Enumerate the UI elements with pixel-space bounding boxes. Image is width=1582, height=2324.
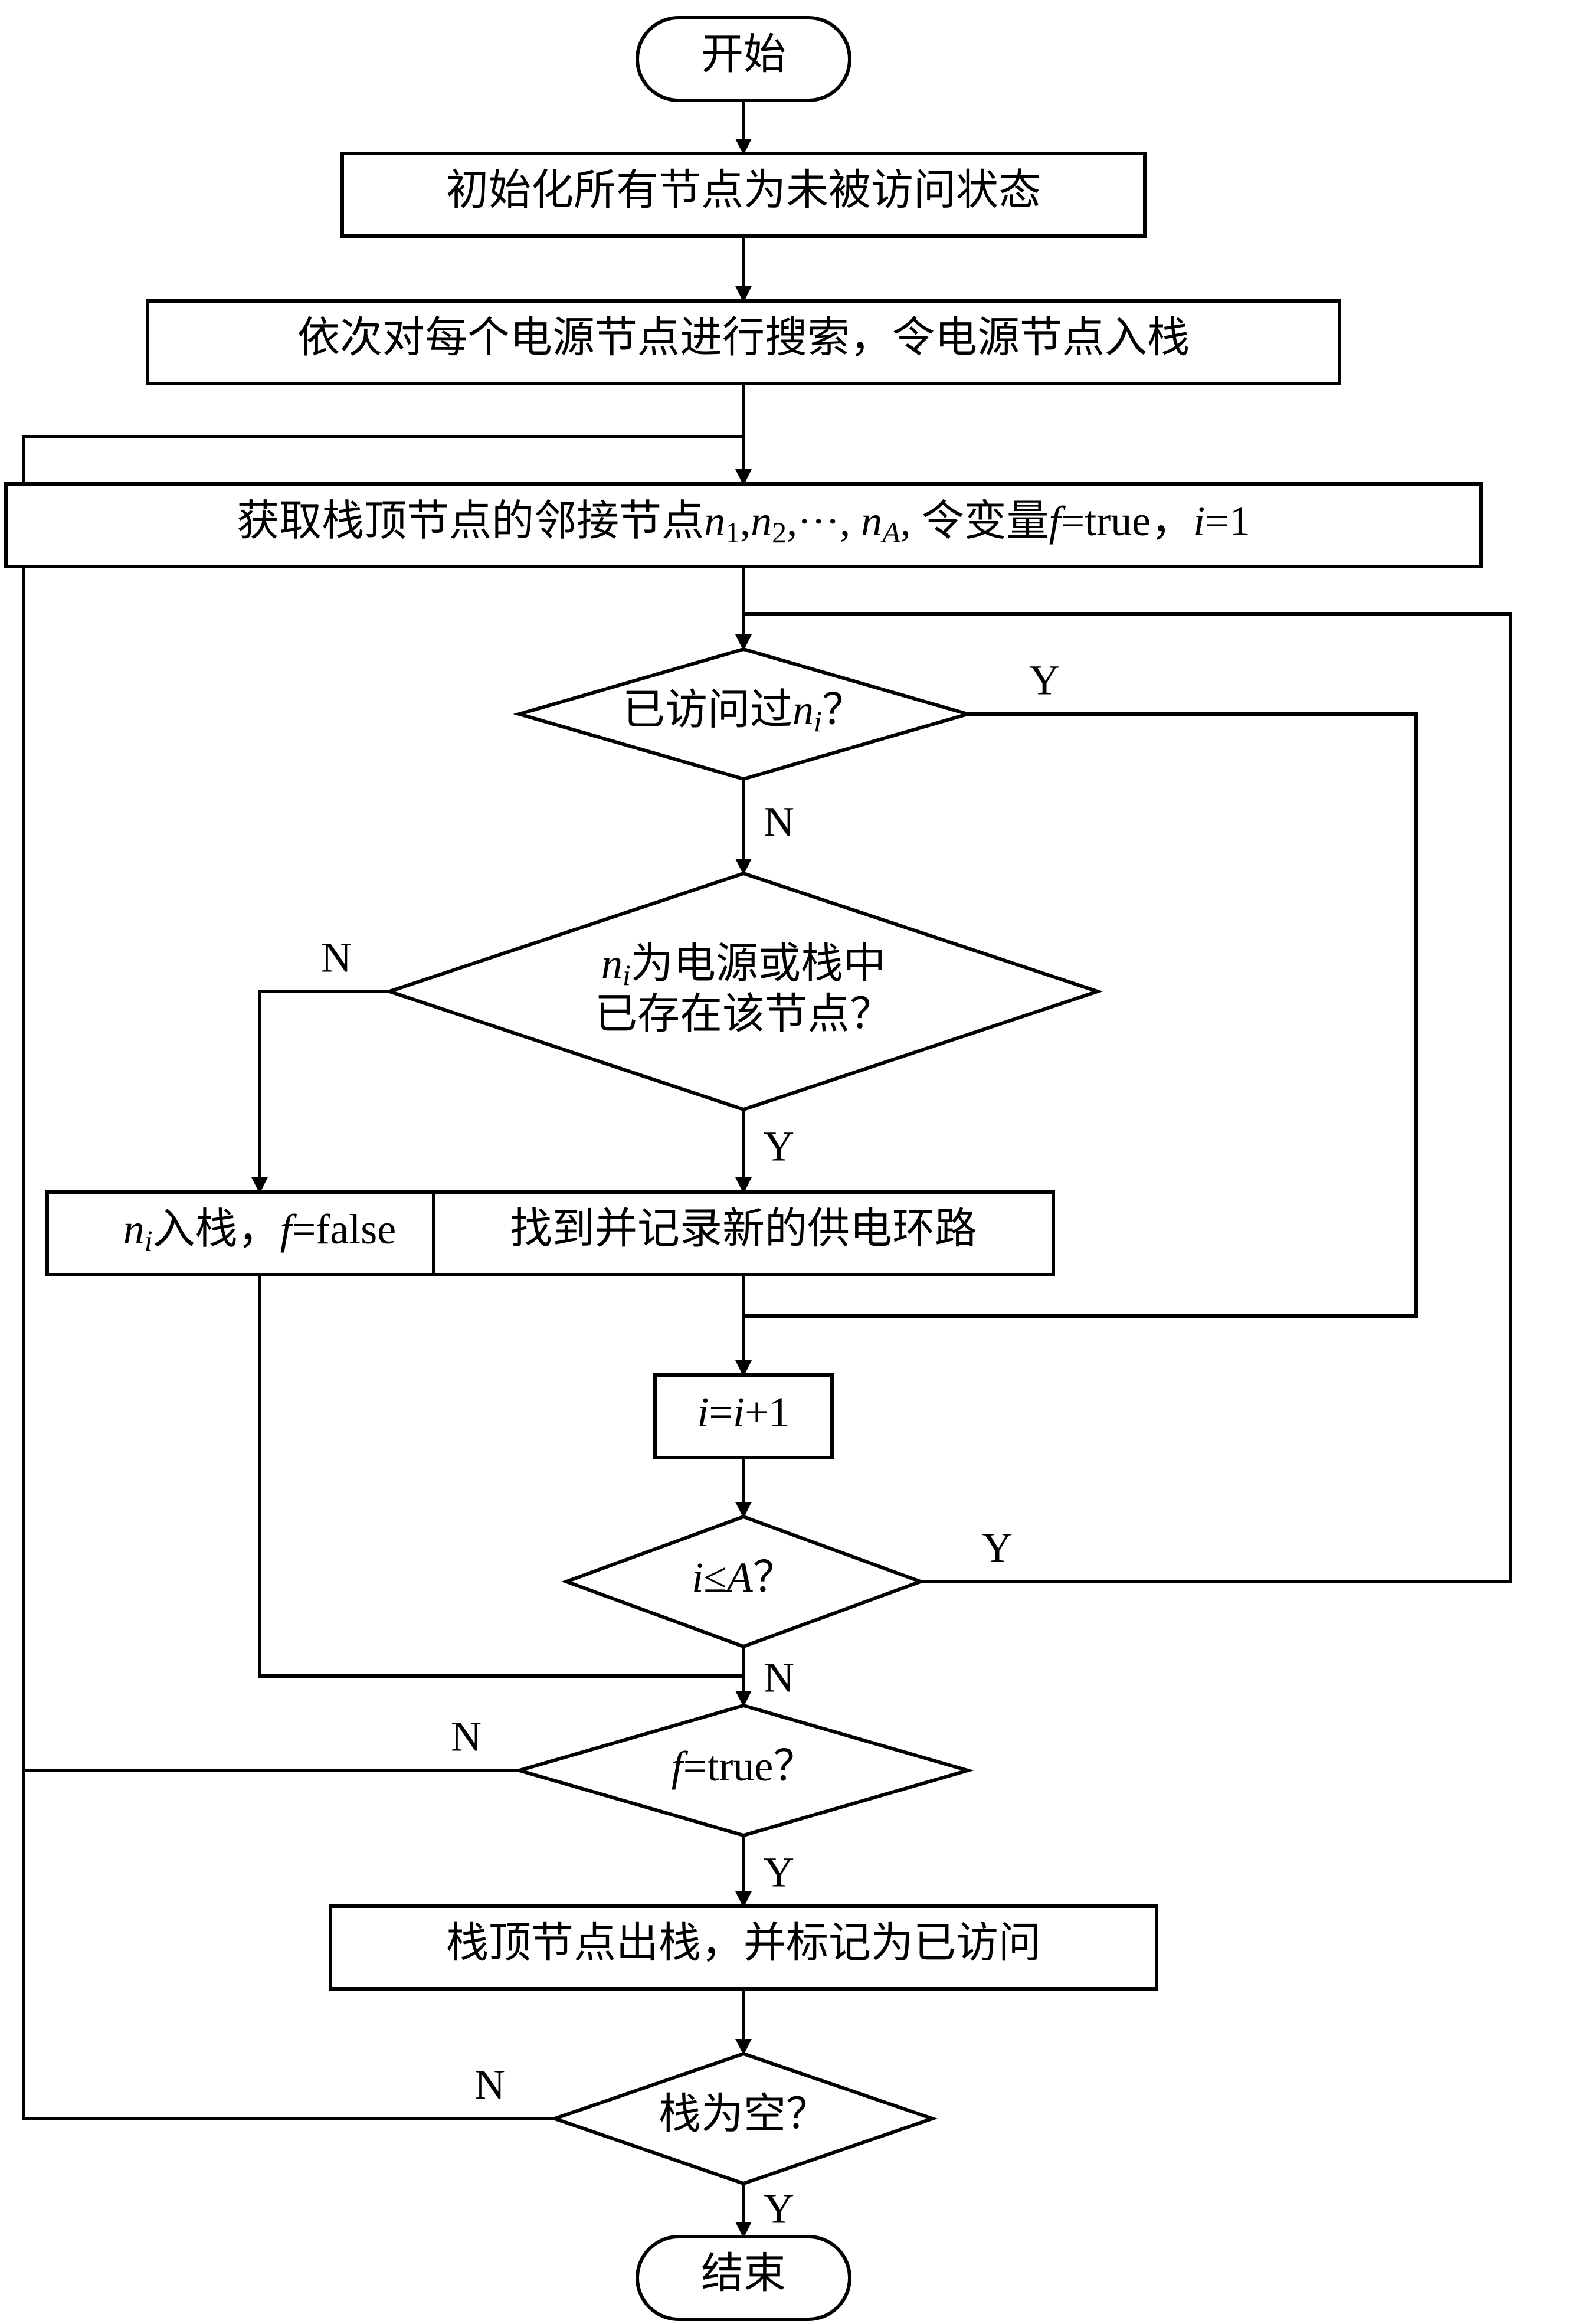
ilea-label: i≤A？ [692, 1554, 795, 1601]
empty-label: 栈为空？ [659, 2091, 828, 2138]
edge-label: Y [764, 1123, 794, 1170]
edge-label: N [764, 798, 794, 846]
start-label: 开始 [701, 31, 786, 78]
edge-label: Y [1029, 657, 1060, 704]
end-label: 结束 [701, 2250, 786, 2297]
edge-ilea-loopup [743, 614, 1511, 1582]
edge-label: N [321, 934, 352, 981]
record-label: 找到并记录新的供电环路 [510, 1206, 977, 1253]
init-label: 初始化所有节点为未被访问状态 [446, 167, 1041, 214]
flowchart-canvas: N Y Y N Y N Y N Y N 开始初始化所有节点为未被访问状态依次对每个电源节点进行搜索，… [0, 0, 1582, 2324]
issrc-label-1: ni为电源或栈中 [601, 940, 886, 992]
edge-empty-loop2 [24, 437, 555, 2119]
issrc-label-2: 已存在该节点？ [595, 991, 892, 1038]
edge-label: Y [764, 1849, 794, 1896]
edge-label: N [764, 1654, 794, 1701]
edge-label: Y [764, 2185, 794, 2233]
edge-label: N [451, 1713, 482, 1760]
foreach-label: 依次对每个电源节点进行搜索，令电源节点入栈 [297, 315, 1190, 362]
edge-label: Y [982, 1524, 1013, 1572]
gettop-label: 获取栈顶节点的邻接节点n1,n2,···, nA, 令变量f=true，i=1 [237, 497, 1250, 549]
edge-label: N [474, 2061, 505, 2109]
pop-label: 栈顶节点出栈，并标记为已访问 [446, 1920, 1041, 1967]
edge-issrc-push [260, 991, 389, 1192]
inc-label: i=i+1 [697, 1389, 790, 1436]
push-label: ni入栈，f=false [123, 1206, 396, 1258]
ftrue-label: f=true？ [672, 1743, 816, 1790]
visited-label: 已访问过ni？ [623, 686, 864, 738]
